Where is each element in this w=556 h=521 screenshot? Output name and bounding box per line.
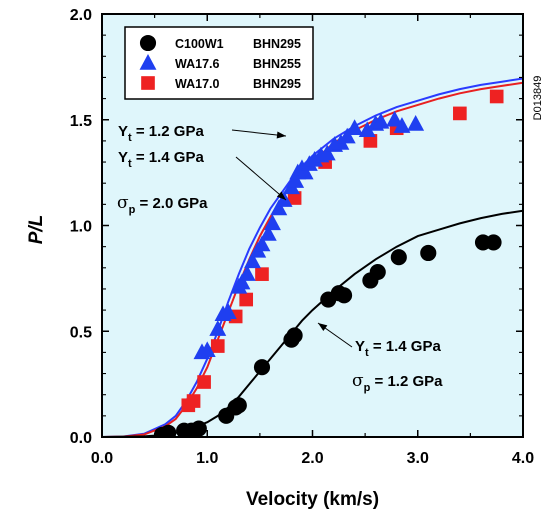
y-tick-label: 0.5 [70, 324, 92, 341]
data-point [420, 244, 437, 262]
leader-arrow [231, 129, 287, 139]
data-point [286, 327, 303, 344]
curve-yt-1-2-sp-2-0 [102, 77, 523, 437]
x-tick-label: 3.0 [407, 450, 429, 467]
data-point [219, 303, 237, 319]
x-tick-label: 0.0 [91, 450, 113, 467]
y-axis-title: P/L [26, 215, 47, 245]
y-tick-label: 2.0 [70, 7, 92, 24]
legend-marker [139, 54, 157, 70]
data-point [489, 89, 504, 104]
leader-arrow [235, 156, 287, 201]
data-point [264, 214, 281, 231]
data-point [407, 115, 425, 131]
data-point [186, 394, 201, 408]
data-point [255, 267, 269, 281]
data-point [209, 320, 227, 336]
legend-entry-name: C100W1 [175, 37, 224, 51]
data-point [358, 121, 376, 138]
data-point [190, 420, 207, 437]
data-series [153, 89, 504, 437]
data-point [386, 110, 404, 127]
legend-box [124, 26, 314, 100]
data-point [270, 199, 288, 216]
x-axis-title: Velocity (km/s) [246, 489, 379, 510]
data-point [253, 235, 271, 252]
data-point [338, 127, 356, 144]
legend-entry-name: WA17.6 [175, 57, 220, 71]
data-point [239, 292, 254, 307]
y-tick-label: 0.0 [70, 430, 92, 447]
data-point [197, 375, 211, 389]
legend-entry-hardness: BHN295 [253, 37, 301, 51]
data-point [453, 106, 467, 121]
data-point [287, 172, 305, 188]
data-point [160, 424, 177, 437]
data-point [230, 397, 247, 414]
data-point [233, 273, 251, 290]
legend-entry-hardness: BHN295 [253, 77, 301, 91]
annotation-label: Yt = 1.2 GPa [118, 123, 204, 144]
annotation-label: σp = 2.0 GPa [117, 193, 208, 216]
x-tick-label: 4.0 [512, 450, 534, 467]
legend-entry-hardness: BHN255 [253, 57, 301, 71]
legend: C100W1 BHN295 WA17.6 BHN255 WA17.0 BHN295 [124, 26, 314, 100]
data-point [485, 234, 502, 251]
annotation-label: Yt = 1.4 GPa [355, 338, 441, 359]
axes: 0.0 1.0 2.0 3.0 4.0 0.0 0.5 1.0 1.5 2.0 [70, 7, 534, 467]
data-point [318, 144, 336, 161]
y-tick-label: 1.0 [70, 219, 92, 236]
legend-marker [139, 34, 157, 52]
data-point [336, 287, 353, 304]
data-point [287, 191, 302, 205]
data-point [346, 119, 364, 135]
series-wa17-6 [193, 110, 425, 360]
data-point [296, 163, 314, 180]
data-point [210, 339, 225, 353]
data-point [259, 224, 277, 241]
legend-entry-name: WA17.0 [175, 77, 220, 91]
data-point [390, 249, 407, 266]
figure-id-label: D013849 [532, 76, 544, 121]
leader-arrow [317, 322, 353, 348]
x-tick-label: 1.0 [196, 450, 218, 467]
legend-marker [141, 76, 155, 90]
data-point [372, 112, 390, 129]
data-point [244, 252, 261, 269]
data-point [369, 263, 386, 281]
data-point [363, 134, 378, 148]
data-point [393, 117, 411, 133]
x-tick-label: 2.0 [301, 450, 323, 467]
annotations: Yt = 1.2 GPa Yt = 1.4 GPa σp = 2.0 GPa Yt =… [117, 123, 443, 394]
y-tick-label: 1.5 [70, 113, 92, 130]
annotation-label: Yt = 1.4 GPa [118, 149, 204, 170]
data-point [253, 359, 271, 376]
series-c100w1 [153, 234, 502, 437]
annotation-label: σp = 1.2 GPa [352, 371, 443, 394]
data-point [238, 265, 256, 281]
data-point [198, 341, 216, 358]
